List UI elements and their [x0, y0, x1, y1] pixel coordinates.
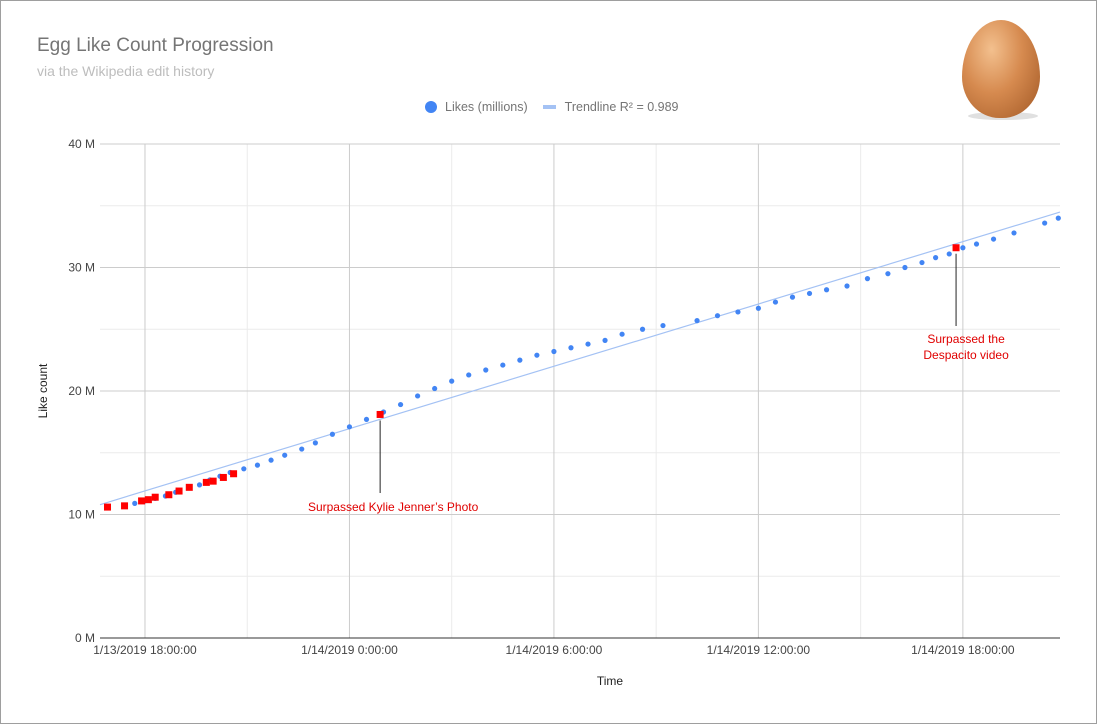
- highlight-point: [202, 478, 210, 486]
- x-tick-label: 1/14/2019 18:00:00: [911, 643, 1015, 657]
- data-point: [933, 255, 939, 261]
- data-point: [885, 271, 891, 277]
- highlight-point: [376, 410, 384, 418]
- highlight-point: [144, 496, 152, 504]
- highlight-point: [952, 244, 960, 252]
- y-tick-label: 10 M: [68, 508, 95, 522]
- data-point: [500, 362, 506, 368]
- data-point: [990, 236, 997, 242]
- data-point: [864, 276, 871, 282]
- highlight-point: [230, 470, 238, 478]
- chart-subtitle: via the Wikipedia edit history: [37, 63, 215, 79]
- data-point: [346, 424, 353, 430]
- y-tick-label: 20 M: [68, 384, 95, 398]
- annotation-text: Surpassed Kylie Jenner’s Photo: [308, 500, 479, 514]
- data-point: [789, 294, 796, 300]
- legend-likes-dot-icon: [425, 101, 437, 113]
- data-point: [568, 345, 574, 351]
- data-point: [196, 482, 203, 488]
- data-point: [241, 466, 247, 472]
- x-tick-label: 1/14/2019 6:00:00: [506, 643, 603, 657]
- data-point: [946, 251, 952, 257]
- data-point: [602, 337, 608, 343]
- data-point: [844, 283, 850, 289]
- data-point: [517, 357, 523, 363]
- highlight-point: [151, 493, 159, 501]
- data-point: [1055, 215, 1061, 221]
- x-tick-label: 1/13/2019 18:00:00: [93, 643, 197, 657]
- data-point: [483, 367, 489, 373]
- y-tick-label: 30 M: [68, 261, 95, 275]
- highlight-point: [175, 487, 183, 495]
- data-point: [806, 290, 813, 297]
- egg-image: [962, 20, 1040, 118]
- data-point: [660, 322, 666, 329]
- data-point: [919, 259, 925, 266]
- data-point: [534, 352, 540, 358]
- data-point: [551, 348, 557, 355]
- highlight-point: [121, 502, 129, 510]
- data-point: [329, 431, 336, 437]
- y-axis-title: Like count: [36, 363, 50, 418]
- data-point: [282, 452, 288, 458]
- annotation-text: Surpassed the: [927, 332, 1005, 346]
- x-tick-label: 1/14/2019 12:00:00: [707, 643, 811, 657]
- x-tick-label: 1/14/2019 0:00:00: [301, 643, 398, 657]
- data-point: [466, 372, 472, 378]
- data-point: [432, 385, 438, 392]
- highlight-point: [209, 477, 217, 485]
- y-tick-label: 0 M: [75, 631, 95, 645]
- data-point: [772, 299, 779, 305]
- data-point: [449, 378, 455, 384]
- data-point: [397, 401, 404, 408]
- data-point: [755, 305, 762, 311]
- legend-likes-label: Likes (millions): [445, 100, 528, 114]
- trendline: [99, 211, 1061, 506]
- highlight-point: [185, 483, 193, 491]
- data-point: [973, 241, 980, 247]
- highlight-point: [138, 497, 146, 505]
- data-point: [299, 446, 305, 452]
- data-point: [132, 500, 138, 506]
- data-point: [823, 287, 830, 293]
- y-tick-label: 40 M: [68, 137, 95, 151]
- data-point: [619, 331, 625, 337]
- legend-trendline-label: Trendline R² = 0.989: [564, 100, 679, 114]
- highlight-point: [103, 503, 111, 511]
- data-point: [363, 416, 370, 423]
- chart-title: Egg Like Count Progression: [37, 35, 274, 56]
- data-point: [312, 440, 318, 446]
- data-point: [415, 393, 421, 399]
- legend-trendline-icon: [542, 105, 556, 109]
- data-point: [639, 326, 646, 332]
- highlight-point: [219, 473, 227, 481]
- data-point: [1042, 220, 1048, 226]
- highlight-point: [165, 491, 173, 499]
- data-point: [735, 309, 741, 315]
- data-point: [694, 318, 700, 324]
- data-point: [254, 462, 261, 468]
- annotation-text: Despacito video: [923, 348, 1009, 362]
- data-point: [268, 457, 274, 463]
- data-point: [1011, 230, 1017, 236]
- data-point: [960, 245, 966, 251]
- data-point: [585, 341, 591, 347]
- legend: Likes (millions) Trendline R² = 0.989: [425, 100, 679, 114]
- data-point: [902, 264, 908, 271]
- data-point: [714, 313, 721, 319]
- x-axis-title: Time: [597, 674, 624, 688]
